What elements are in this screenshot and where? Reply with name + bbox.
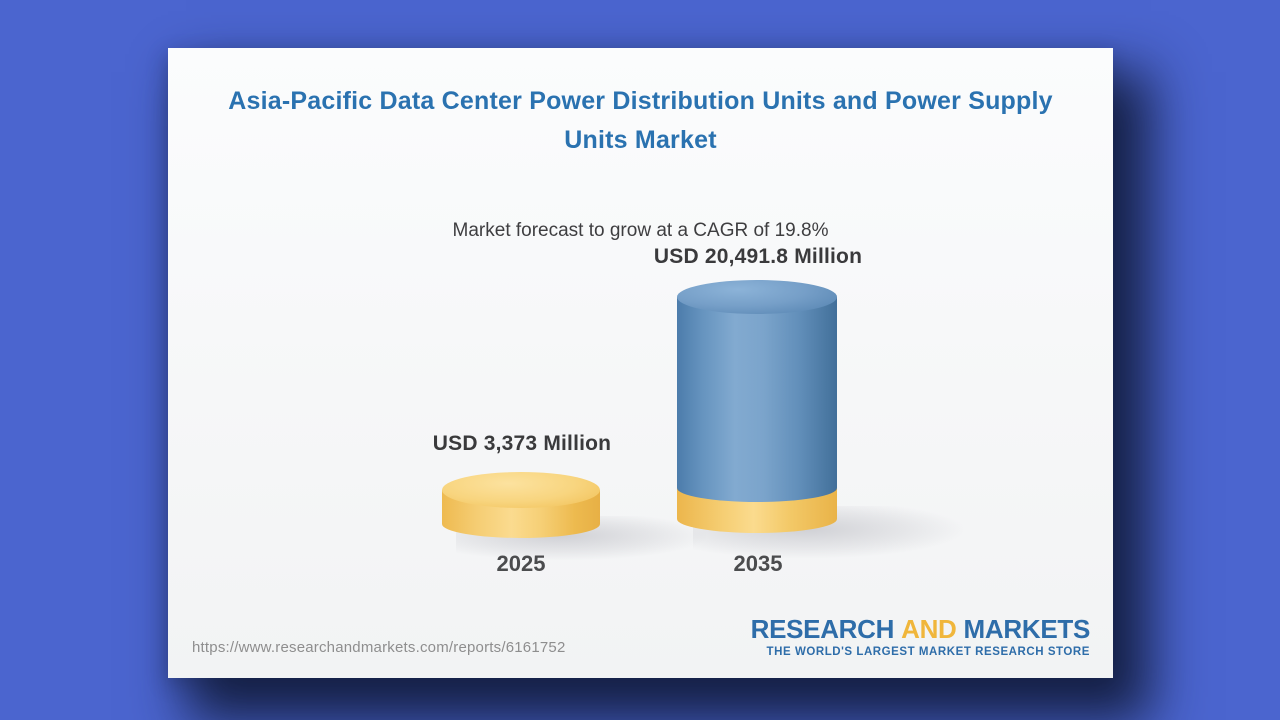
logo-word-research: RESEARCH — [750, 614, 895, 644]
value-label-2035: USD 20,491.8 Million — [653, 245, 863, 268]
bar-2035-top-ellipse — [677, 280, 837, 314]
research-and-markets-logo: RESEARCH AND MARKETS THE WORLD'S LARGEST M… — [750, 614, 1091, 658]
value-label-2025: USD 3,373 Million — [432, 432, 612, 455]
category-label-2035: 2035 — [733, 551, 783, 576]
chart-subtitle: Market forecast to grow at a CAGR of 19.… — [452, 220, 829, 241]
bar-2025-top-ellipse — [442, 472, 600, 508]
category-label-2025: 2025 — [496, 551, 546, 576]
bar-chart: USD 3,373 Million USD 20,491.8 Million 2… — [168, 48, 1113, 678]
report-url: https://www.researchandmarkets.com/repor… — [192, 639, 566, 656]
logo-word-and: AND — [901, 614, 957, 644]
logo-wordmark: RESEARCH AND MARKETS — [750, 614, 1091, 644]
bar-2035-body — [677, 297, 837, 502]
chart-title: Asia-Pacific Data Center Power Distribut… — [228, 87, 1053, 154]
bar-2025 — [442, 472, 600, 538]
logo-tagline: THE WORLD'S LARGEST MARKET RESEARCH STOR… — [766, 646, 1090, 658]
infographic-card: Asia-Pacific Data Center Power Distribut… — [168, 48, 1113, 678]
logo-word-markets: MARKETS — [963, 614, 1091, 644]
bar-2035 — [677, 280, 837, 533]
